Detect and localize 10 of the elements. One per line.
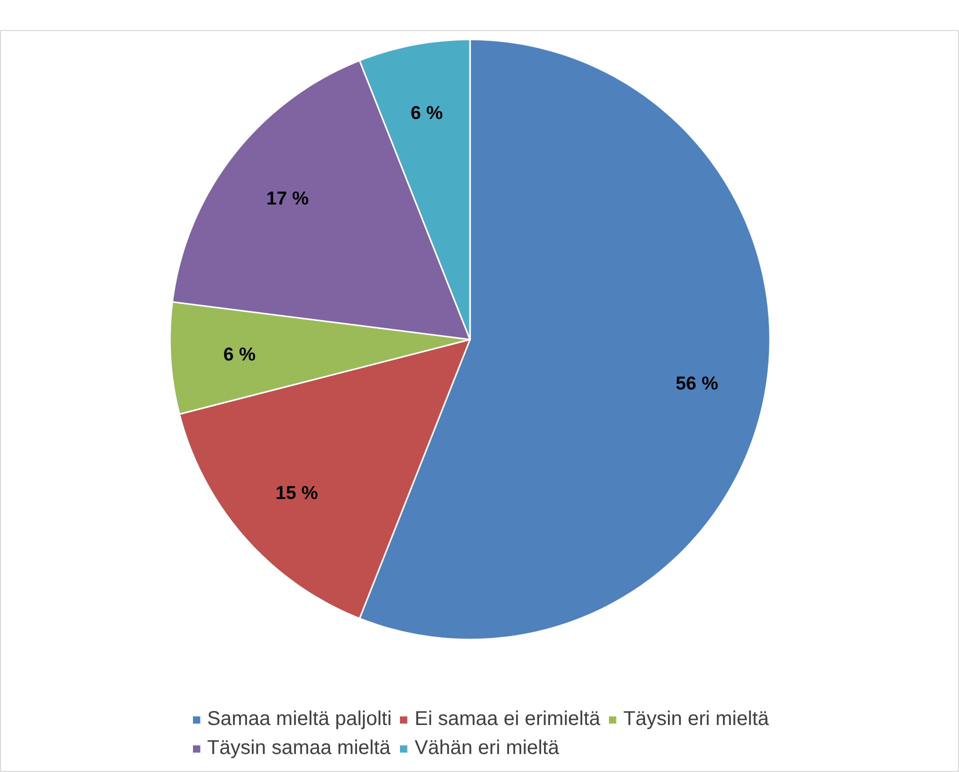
legend-label: Ei samaa ei erimieltä — [414, 708, 600, 731]
legend-label: Täysin samaa mieltä — [207, 737, 391, 760]
legend-label: Samaa mieltä paljolti — [207, 708, 392, 731]
data-label: 17 % — [266, 187, 310, 208]
data-label: 6 % — [223, 344, 256, 365]
legend-label: Täysin eri mieltä — [623, 708, 769, 731]
legend-label: Vähän eri mieltä — [414, 737, 560, 760]
data-label: 15 % — [275, 482, 318, 503]
data-label: 56 % — [676, 372, 719, 394]
data-label: 6 % — [410, 102, 444, 124]
